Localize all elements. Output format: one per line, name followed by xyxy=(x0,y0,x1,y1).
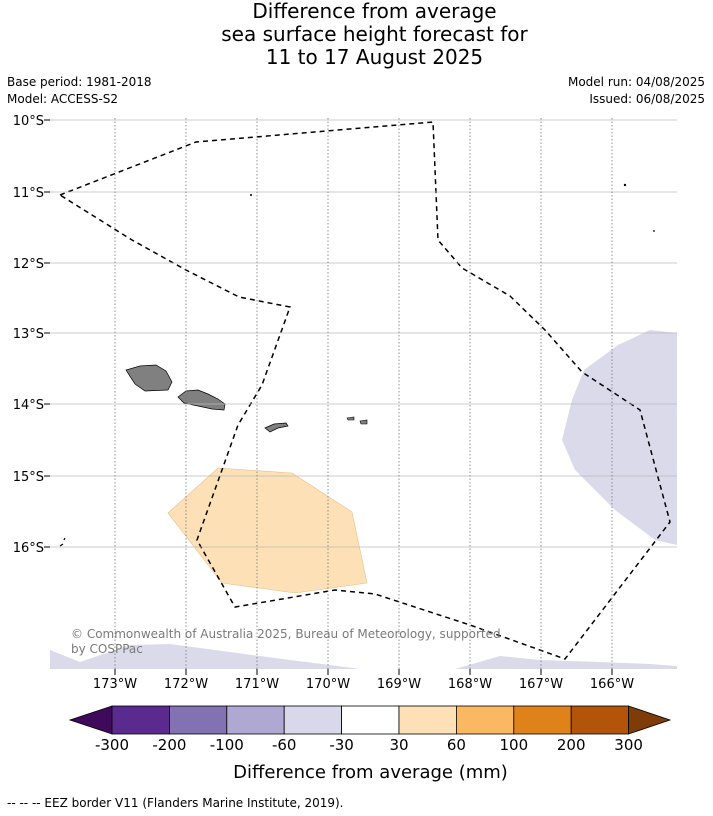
manua-island-1 xyxy=(346,416,355,421)
colorbar-tick-label: 300 xyxy=(614,736,643,754)
lon-label: 168°W xyxy=(448,677,492,692)
negative-anomaly-region-east xyxy=(562,330,677,545)
model-run: Model run: 04/08/2025 xyxy=(567,75,705,89)
lon-label: 166°W xyxy=(590,677,634,692)
lat-label: 11°S xyxy=(13,186,44,201)
lon-label: 169°W xyxy=(377,677,421,692)
colorbar xyxy=(68,705,672,735)
lon-label: 170°W xyxy=(306,677,350,692)
colorbar-tick-label: -200 xyxy=(152,736,187,754)
colorbar-segment xyxy=(570,705,630,735)
latitude-labels: 10°S 11°S 12°S 13°S 14°S 15°S 16°S xyxy=(13,114,44,556)
islet-4 xyxy=(59,537,66,547)
copyright-line-2: by COSPPac xyxy=(71,642,143,656)
colorbar-segment xyxy=(168,705,228,735)
lon-label: 172°W xyxy=(164,677,208,692)
colorbar-segment xyxy=(341,705,400,735)
tutuila-island xyxy=(264,422,289,433)
lat-label: 14°S xyxy=(13,398,44,413)
copyright-line-1: © Commonwealth of Australia 2025, Bureau… xyxy=(71,627,501,641)
title-line-1: Difference from average xyxy=(252,0,497,23)
lat-label: 15°S xyxy=(13,470,44,485)
colorbar-segment xyxy=(111,705,170,735)
eez-border-west xyxy=(59,121,671,660)
colorbar-segment xyxy=(226,705,285,735)
negative-anomaly-region-south xyxy=(50,644,360,669)
longitude-gridlines xyxy=(114,118,613,675)
islet-1 xyxy=(250,194,252,196)
model-name: Model: ACCESS-S2 xyxy=(7,92,119,106)
colorbar-extend-high xyxy=(628,705,672,735)
colorbar-tick-label: -300 xyxy=(94,736,130,754)
longitude-labels: 173°W 172°W 171°W 170°W 169°W 168°W 167°W 166°W xyxy=(93,677,634,692)
upolu-island xyxy=(177,389,226,411)
issued-date: Issued: 06/08/2025 xyxy=(589,92,705,106)
colorbar-segment xyxy=(513,705,572,735)
islet-2 xyxy=(623,183,627,187)
colorbar-tick-label: -100 xyxy=(209,736,244,754)
colorbar-tick-label: -30 xyxy=(329,736,354,754)
lat-label: 10°S xyxy=(13,114,44,129)
negative-anomaly-region-southeast xyxy=(455,656,677,669)
colorbar-segment xyxy=(283,705,343,735)
lon-label: 167°W xyxy=(519,677,563,692)
title-line-3: 11 to 17 August 2025 xyxy=(265,45,484,69)
colorbar-tick-label: 100 xyxy=(499,736,529,754)
map-area xyxy=(50,121,677,669)
lat-label: 12°S xyxy=(13,257,44,272)
colorbar-tick-label: -60 xyxy=(271,736,297,754)
lat-label: 16°S xyxy=(13,541,44,556)
eez-footnote: -- -- -- EEZ border V11 (Flanders Marine… xyxy=(7,796,344,810)
savaii-island xyxy=(125,364,173,392)
colorbar-segment xyxy=(455,705,515,735)
latitude-gridlines xyxy=(44,119,677,548)
islet-3 xyxy=(653,230,655,232)
base-period: Base period: 1981-2018 xyxy=(7,75,152,89)
meta-left: Base period: 1981-2018 Model: ACCESS-S2 xyxy=(7,74,152,108)
colorbar-tick-label: 30 xyxy=(389,736,409,754)
lat-label: 13°S xyxy=(13,327,44,342)
colorbar-extend-low xyxy=(68,705,113,735)
map-title: Difference from average sea surface heig… xyxy=(0,0,713,69)
manua-island-2 xyxy=(359,419,368,425)
meta-right: Model run: 04/08/2025 Issued: 06/08/2025 xyxy=(568,74,705,108)
lon-label: 173°W xyxy=(93,677,137,692)
colorbar-tick-label: 60 xyxy=(446,736,466,754)
colorbar-segment xyxy=(398,705,457,735)
title-line-2: sea surface height forecast for xyxy=(221,22,528,46)
lon-label: 171°W xyxy=(235,677,279,692)
positive-anomaly-region xyxy=(167,467,368,594)
colorbar-tick-label: 200 xyxy=(556,736,586,754)
colorbar-title: Difference from average (mm) xyxy=(233,762,508,783)
